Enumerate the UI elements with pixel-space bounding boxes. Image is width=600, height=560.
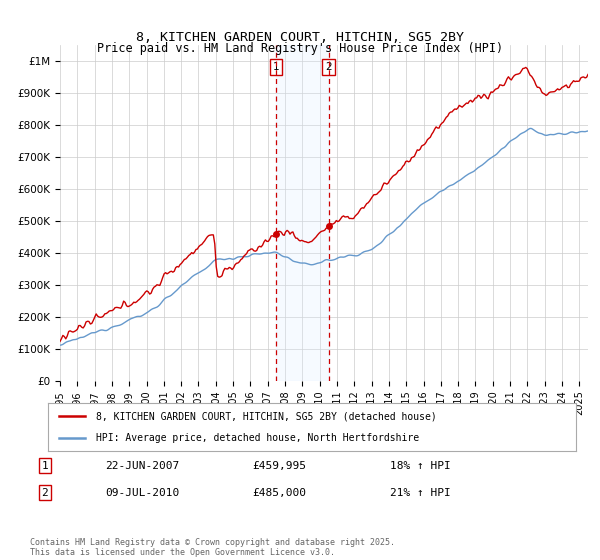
Text: HPI: Average price, detached house, North Hertfordshire: HPI: Average price, detached house, Nort… xyxy=(95,433,419,443)
Text: 1: 1 xyxy=(272,62,279,72)
Bar xyxy=(276,45,329,381)
Text: 18% ↑ HPI: 18% ↑ HPI xyxy=(390,461,451,471)
Text: Contains HM Land Registry data © Crown copyright and database right 2025.
This d: Contains HM Land Registry data © Crown c… xyxy=(30,538,395,557)
Text: 2: 2 xyxy=(325,62,332,72)
Text: 21% ↑ HPI: 21% ↑ HPI xyxy=(390,488,451,498)
Text: 2: 2 xyxy=(41,488,49,498)
Text: 1: 1 xyxy=(41,461,49,471)
Text: £485,000: £485,000 xyxy=(252,488,306,498)
Text: 8, KITCHEN GARDEN COURT, HITCHIN, SG5 2BY: 8, KITCHEN GARDEN COURT, HITCHIN, SG5 2B… xyxy=(136,31,464,44)
Text: Price paid vs. HM Land Registry's House Price Index (HPI): Price paid vs. HM Land Registry's House … xyxy=(97,42,503,55)
Text: £459,995: £459,995 xyxy=(252,461,306,471)
Text: 22-JUN-2007: 22-JUN-2007 xyxy=(105,461,179,471)
Text: 09-JUL-2010: 09-JUL-2010 xyxy=(105,488,179,498)
Text: 8, KITCHEN GARDEN COURT, HITCHIN, SG5 2BY (detached house): 8, KITCHEN GARDEN COURT, HITCHIN, SG5 2B… xyxy=(95,411,436,421)
